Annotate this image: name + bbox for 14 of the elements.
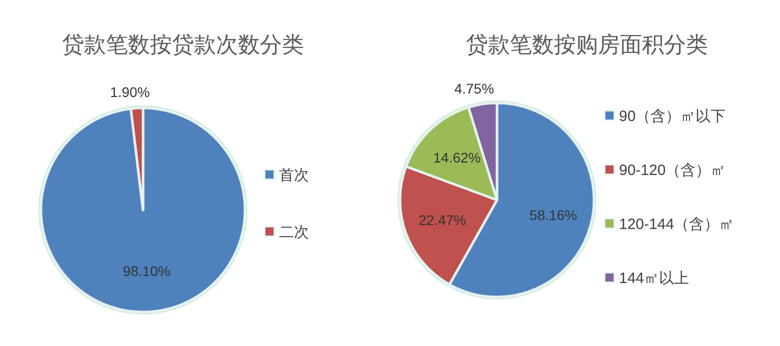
data-label: 22.47% (418, 212, 466, 228)
chart-title: 贷款笔数按购房面积分类 (466, 32, 708, 57)
legend-label: 二次 (279, 224, 309, 241)
legend-label: 90（含）㎡以下 (619, 108, 726, 125)
chart-title: 贷款笔数按贷款次数分类 (62, 32, 304, 57)
data-label: 4.75% (454, 80, 494, 96)
legend-label: 首次 (279, 167, 309, 184)
data-label: 58.16% (530, 206, 578, 223)
legend-label: 144㎡以上 (619, 270, 690, 287)
legend-label: 90-120（含）㎡ (619, 162, 726, 179)
data-label: 1.90% (110, 84, 150, 100)
data-label: 98.10% (122, 263, 170, 280)
legend-label: 120-144（含）㎡ (619, 216, 734, 233)
data-label: 14.62% (433, 150, 481, 166)
